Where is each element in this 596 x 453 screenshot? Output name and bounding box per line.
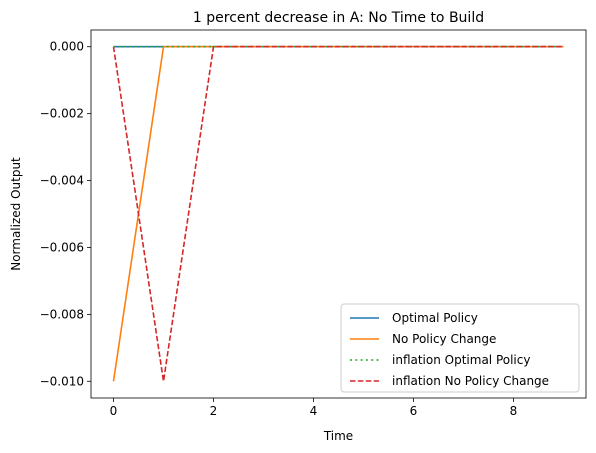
x-tick-label: 8 [510, 404, 518, 418]
y-tick-label: −0.004 [40, 174, 84, 188]
legend: Optimal Policy No Policy Change inflation … [340, 303, 580, 393]
y-tick-label: 0.000 [50, 40, 84, 54]
y-tick-label: −0.010 [40, 374, 84, 388]
x-tick-label: 0 [110, 404, 118, 418]
x-axis: 0 2 4 6 8 [110, 398, 518, 418]
legend-label-3: inflation No Policy Change [392, 374, 549, 388]
y-tick-label: −0.002 [40, 107, 84, 121]
legend-label-1: No Policy Change [392, 332, 496, 346]
plot-frame [90, 29, 587, 399]
series-layer [112, 45, 564, 383]
y-tick-label: −0.006 [40, 240, 84, 254]
x-tick-label: 6 [410, 404, 418, 418]
y-axis-title: Normalized Output [9, 157, 23, 271]
legend-box [340, 303, 580, 393]
legend-label-2: inflation Optimal Policy [392, 353, 530, 367]
x-tick-label: 4 [310, 404, 318, 418]
chart-title: 1 percent decrease in A: No Time to Buil… [193, 10, 484, 26]
y-axis: 0.000 −0.002 −0.004 −0.006 −0.008 −0.010 [40, 40, 91, 388]
y-tick-label: −0.008 [40, 307, 84, 321]
x-axis-title: Time [323, 429, 353, 443]
series-line-3 [112, 45, 564, 383]
x-tick-label: 2 [210, 404, 218, 418]
legend-label-0: Optimal Policy [392, 311, 478, 325]
